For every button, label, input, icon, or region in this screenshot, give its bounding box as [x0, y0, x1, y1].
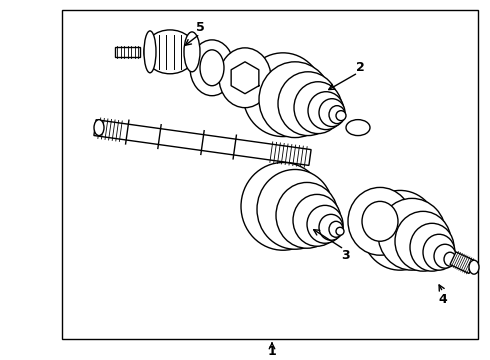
Ellipse shape — [94, 120, 104, 136]
Ellipse shape — [307, 205, 343, 243]
Ellipse shape — [319, 214, 343, 240]
Ellipse shape — [278, 72, 338, 136]
Bar — [115, 47, 140, 57]
Ellipse shape — [294, 82, 342, 134]
Ellipse shape — [243, 53, 323, 136]
Ellipse shape — [329, 221, 343, 237]
Ellipse shape — [190, 40, 234, 96]
Polygon shape — [94, 120, 311, 165]
Ellipse shape — [259, 62, 331, 138]
Ellipse shape — [444, 252, 456, 266]
Ellipse shape — [469, 260, 479, 274]
Text: 1: 1 — [268, 345, 276, 359]
Text: 5: 5 — [196, 21, 204, 35]
Ellipse shape — [293, 194, 341, 246]
Text: 2: 2 — [356, 61, 365, 74]
Text: 4: 4 — [439, 293, 447, 306]
Ellipse shape — [336, 227, 344, 235]
Ellipse shape — [144, 30, 196, 74]
Ellipse shape — [257, 170, 333, 249]
Ellipse shape — [362, 201, 398, 241]
Ellipse shape — [276, 183, 338, 248]
Ellipse shape — [346, 120, 370, 136]
Ellipse shape — [329, 106, 345, 123]
Ellipse shape — [395, 211, 451, 271]
Ellipse shape — [241, 162, 325, 250]
Ellipse shape — [362, 190, 438, 270]
Bar — [62, 10, 478, 339]
Ellipse shape — [336, 111, 346, 121]
Ellipse shape — [434, 244, 456, 268]
Ellipse shape — [200, 50, 224, 86]
Polygon shape — [450, 252, 475, 274]
Ellipse shape — [308, 92, 344, 130]
Text: 3: 3 — [341, 249, 349, 262]
Ellipse shape — [348, 188, 412, 255]
Ellipse shape — [184, 32, 200, 72]
Ellipse shape — [423, 234, 455, 270]
Ellipse shape — [219, 48, 271, 108]
Ellipse shape — [410, 223, 454, 271]
Ellipse shape — [378, 198, 446, 270]
Ellipse shape — [319, 99, 345, 127]
Ellipse shape — [144, 31, 156, 73]
